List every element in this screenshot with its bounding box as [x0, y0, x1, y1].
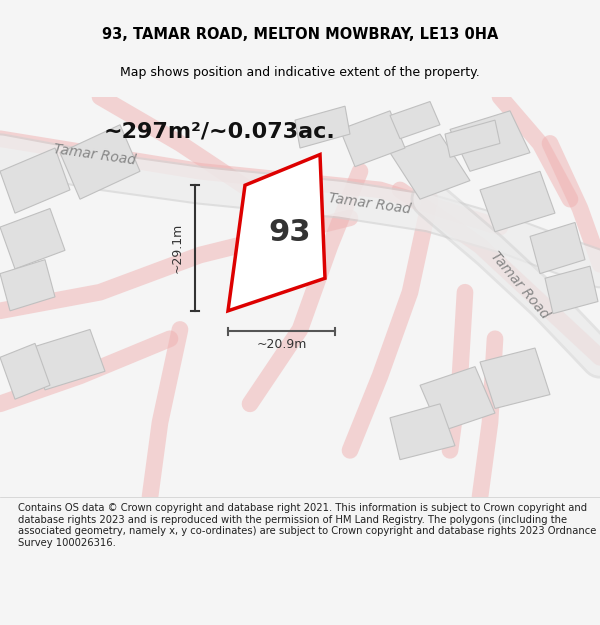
Polygon shape [480, 348, 550, 409]
Text: ~29.1m: ~29.1m [170, 223, 184, 273]
Text: ~297m²/~0.073ac.: ~297m²/~0.073ac. [104, 121, 336, 141]
Polygon shape [420, 367, 495, 432]
Polygon shape [228, 154, 325, 311]
Text: Tamar Road: Tamar Road [53, 142, 137, 168]
Polygon shape [295, 106, 350, 148]
Text: Tamar Road: Tamar Road [328, 191, 412, 216]
Text: 93, TAMAR ROAD, MELTON MOWBRAY, LE13 0HA: 93, TAMAR ROAD, MELTON MOWBRAY, LE13 0HA [102, 27, 498, 42]
Polygon shape [0, 343, 50, 399]
Text: ~20.9m: ~20.9m [256, 338, 307, 351]
Polygon shape [0, 148, 70, 213]
Polygon shape [530, 222, 585, 274]
Polygon shape [390, 404, 455, 459]
Polygon shape [480, 171, 555, 232]
Polygon shape [60, 125, 140, 199]
Polygon shape [450, 111, 530, 171]
Text: 93: 93 [268, 217, 311, 247]
Polygon shape [30, 329, 105, 390]
Polygon shape [445, 120, 500, 158]
Text: Map shows position and indicative extent of the property.: Map shows position and indicative extent… [120, 66, 480, 79]
Polygon shape [0, 259, 55, 311]
Text: Contains OS data © Crown copyright and database right 2021. This information is : Contains OS data © Crown copyright and d… [18, 503, 596, 548]
Text: Tamar Road: Tamar Road [488, 249, 552, 321]
Polygon shape [545, 266, 598, 314]
Polygon shape [0, 209, 65, 269]
Polygon shape [390, 101, 440, 139]
Polygon shape [340, 111, 405, 167]
Polygon shape [390, 134, 470, 199]
